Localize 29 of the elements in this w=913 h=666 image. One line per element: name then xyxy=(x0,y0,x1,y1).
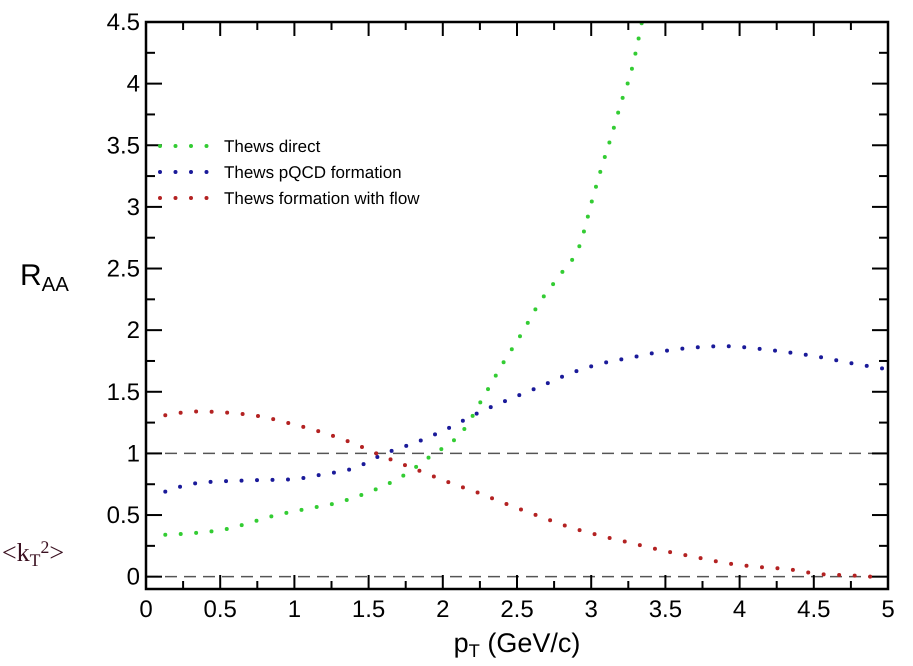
x-tick-label: 4.5 xyxy=(797,596,830,623)
y-tick-label: 0 xyxy=(126,564,140,591)
x-tick-label: 3 xyxy=(584,596,598,623)
x-axis-title: p$_{T}$ (GeV/c) xyxy=(454,628,580,662)
y-tick-label: 2.5 xyxy=(106,256,140,283)
x-tick-label: 2.5 xyxy=(500,596,534,623)
y-tick-label: 2 xyxy=(126,317,140,344)
x-tick-label: 0.5 xyxy=(204,596,237,623)
text: <k$_{T}$$^{2}$> xyxy=(2,536,64,570)
line-series xyxy=(163,344,884,494)
y-axis-title: R$_{AA}$ xyxy=(20,259,70,296)
y-tick-label: 3 xyxy=(126,194,140,221)
y-tick-label: 0.5 xyxy=(106,502,140,530)
legend-label: Thews pQCD formation xyxy=(224,163,402,182)
y-tick-label: 4 xyxy=(126,70,140,98)
y-tick-label: 3.5 xyxy=(106,132,140,160)
line-series xyxy=(163,410,872,579)
line-series xyxy=(163,22,644,537)
x-tick-label: 1 xyxy=(288,596,302,623)
legend-label: Thews formation with flow xyxy=(224,189,420,208)
x-tick-label: 5 xyxy=(881,596,895,623)
x-tick-label: 3.5 xyxy=(648,596,682,623)
x-tick-label: 1.5 xyxy=(352,596,386,623)
x-tick-label: 2 xyxy=(436,596,450,623)
y-tick-label: 1 xyxy=(126,440,140,468)
y-tick-label: 1.5 xyxy=(106,378,140,406)
x-tick-label: 4 xyxy=(732,596,746,623)
y-tick-label: 4.5 xyxy=(106,9,140,36)
legend-label: Thews direct xyxy=(224,137,321,156)
